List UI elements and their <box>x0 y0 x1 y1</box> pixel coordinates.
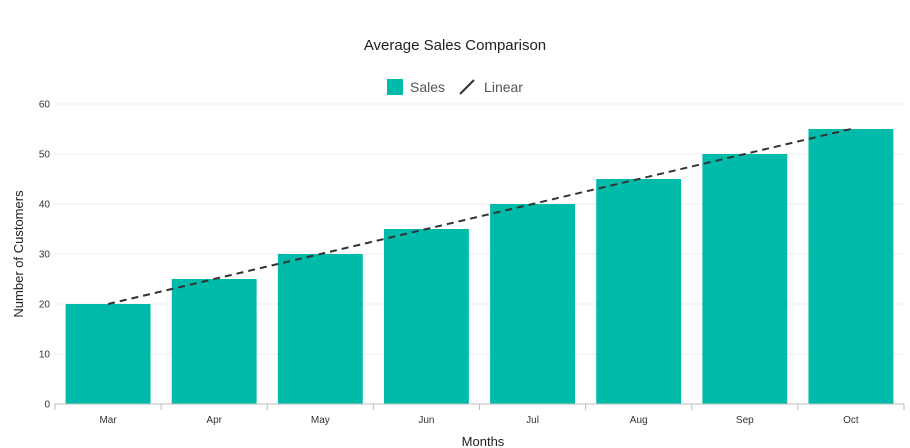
x-tick-label: Mar <box>99 415 117 426</box>
bar-aug[interactable] <box>596 179 682 404</box>
bar-sep[interactable] <box>702 154 788 404</box>
x-tick-label: Sep <box>736 415 754 426</box>
y-tick-label: 50 <box>39 150 51 161</box>
y-tick-label: 0 <box>44 400 50 411</box>
x-tick-label: Jul <box>526 415 539 426</box>
y-tick-label: 10 <box>39 350 51 361</box>
legend-item-linear[interactable]: Linear <box>457 77 523 97</box>
legend: Sales Linear <box>0 77 910 97</box>
legend-item-sales[interactable]: Sales <box>387 79 445 95</box>
bar-oct[interactable] <box>808 129 894 404</box>
legend-swatch-sales <box>387 79 404 95</box>
y-tick-label: 40 <box>39 200 51 211</box>
x-tick-label: Aug <box>630 415 648 426</box>
legend-label-linear: Linear <box>484 79 523 95</box>
x-tick-label: Jun <box>418 415 434 426</box>
x-tick-label: Oct <box>843 415 859 426</box>
trendline-linear <box>107 128 852 305</box>
y-tick-label: 20 <box>39 300 51 311</box>
y-tick-label: 30 <box>39 250 51 261</box>
bar-jun[interactable] <box>383 229 469 404</box>
x-tick-label: May <box>311 415 330 426</box>
x-tick-label: Apr <box>206 415 222 426</box>
y-tick-label: 60 <box>39 100 51 111</box>
legend-line-icon <box>459 79 475 95</box>
bar-apr[interactable] <box>171 279 257 404</box>
bar-may[interactable] <box>277 254 363 404</box>
y-axis-title: Number of Customers <box>11 190 26 318</box>
legend-label-sales: Sales <box>410 79 446 95</box>
bar-mar[interactable] <box>65 304 151 404</box>
chart-title: Average Sales Comparison <box>363 37 547 54</box>
bar-jul[interactable] <box>490 204 576 404</box>
x-axis-title: Months <box>462 434 505 448</box>
